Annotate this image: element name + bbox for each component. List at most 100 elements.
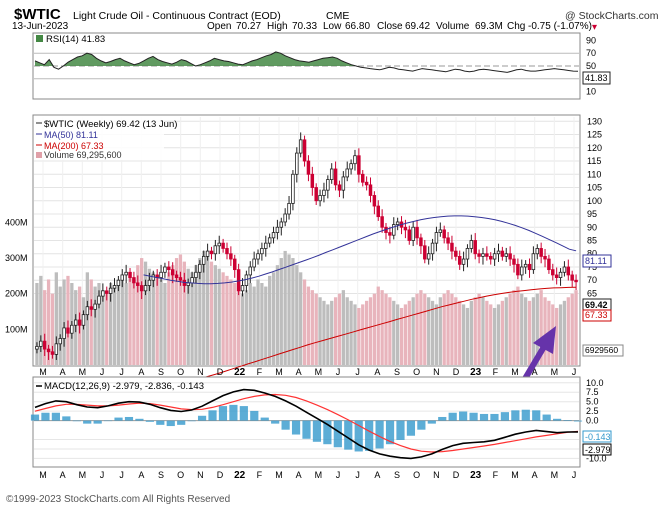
volume-bar [399,307,404,365]
volume-bar [240,293,245,365]
macd-hist-bar [459,411,468,421]
open-label: Open [207,21,231,32]
macd-hist-bar [333,420,342,448]
month-tick-label: F [493,367,499,377]
candle-body [178,277,183,281]
candle-body [430,242,435,255]
candle-body [151,274,156,281]
price-tick-label: 95 [587,209,597,219]
volume-bar [566,297,570,365]
volume-bar [163,283,167,365]
candle-body [326,179,330,191]
rsi-panel: 1030507090 RSI(14) 41.83 41.83 [32,32,611,100]
volume-bar [357,307,361,365]
ma50-box [582,254,612,268]
macd-hist-bar [312,420,322,442]
volume-bar [120,275,124,365]
volume-bar [388,297,392,365]
volume-bar [50,293,55,365]
price-tick-label: 100 [587,196,602,206]
month-tick-label: A [60,367,66,377]
candle-body [50,351,55,355]
open-value: 70.27 [236,21,261,32]
candle-body [481,253,485,257]
volume-bar [364,300,369,365]
macd-hist-bar [427,420,436,424]
candle-body [298,139,303,154]
macd-month-label: M [315,470,323,480]
high-value: 70.33 [292,21,317,32]
volume-bar [310,290,314,365]
macd-hist-bar [135,418,144,421]
macd-month-label: J [355,470,360,480]
volume-bar [221,272,225,365]
ma50-value-label: 81.11 [585,256,607,266]
volume-bar [535,293,539,365]
macd-hist-bar [479,413,489,421]
candle-body [392,224,396,236]
volume-bar [39,275,43,365]
rsi-tick-label: 10 [586,87,596,97]
macd-hist-bar [41,412,50,421]
candle-body [136,282,140,286]
chg-value: -0.75 (-1.07%) [528,21,592,32]
macd-month-label: J [100,470,105,480]
volume-bar [202,250,206,365]
macd-hist-bar [145,420,154,422]
macd-hist-bar [197,415,207,421]
candle-body [190,277,194,284]
macd-hist-bar [72,420,81,422]
volume-bar [403,304,408,365]
candle-body [233,258,237,271]
volume-bar [318,297,322,365]
volume-bar [489,304,493,365]
price-tick-label: 90 [587,222,597,232]
volume-bar [89,279,93,365]
macd-hist-bar [521,409,530,421]
macd-hist-bar [302,420,311,439]
macd-hist-bar [542,414,551,421]
candle-body [105,290,109,294]
macd-tick-label: 2.5 [586,406,599,416]
volume-bar [236,286,241,365]
candle-body [275,226,280,233]
candle-body [54,343,59,355]
candle-body [310,173,315,188]
volume-bar [190,272,194,365]
legend-ma200: MA(200) 67.33 [44,141,104,151]
candle-body [221,242,225,249]
legend-bg [34,116,164,160]
candle-body [73,319,78,326]
rsi-line [34,51,579,73]
month-tick-label: N [433,367,440,377]
legend-price: $WTIC (Weekly) 69.42 (13 Jun) [44,119,177,130]
volume-bar [306,286,311,365]
close-label: Close [377,21,403,32]
price-tick-label: 130 [587,116,602,126]
price-tick-label: 105 [587,183,602,193]
candle-body [271,232,276,239]
candle-body [120,274,125,281]
macd-hist-bar [166,420,175,427]
volume-bar [438,297,442,365]
candle-body [209,250,214,255]
volume-bar [159,279,163,365]
macd-hist-bar [417,420,426,430]
volume-bar [419,290,423,365]
candle-body [229,253,233,260]
exchange: CME [326,10,349,22]
macd-month-label: M [275,470,283,480]
volume-bar [171,265,175,365]
candle-body [372,195,377,207]
macd-hist-bar [250,410,259,421]
month-tick-label: O [413,367,420,377]
volume-bar [167,272,171,365]
volume-bar [392,300,396,365]
rsi-current-label: 41.83 [585,73,608,83]
candle-body [434,232,439,244]
candle-body [570,274,574,281]
volume-bar [279,258,283,365]
rsi-overbought-fill [35,51,578,66]
instrument-name: Light Crude Oil - Continuous Contract (E… [73,10,281,22]
candle-body [446,237,450,244]
